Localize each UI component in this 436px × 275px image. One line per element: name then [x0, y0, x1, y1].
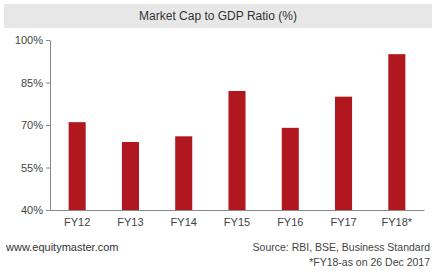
annotation: www.equitymaster.com: [5, 241, 118, 253]
tick-mark: [46, 210, 50, 211]
tick-mark: [46, 83, 50, 84]
tick-mark: [46, 168, 50, 169]
tick-label: 100%: [15, 34, 43, 46]
axis-line: [51, 210, 425, 211]
bar: [228, 91, 245, 210]
bar: [175, 136, 192, 210]
tick-label: FY12: [64, 216, 90, 228]
tick-label: FY18*: [382, 216, 413, 228]
y-axis: 40% 55% 70% 85% 100%: [15, 34, 51, 216]
tick: FY17: [330, 210, 356, 228]
tick-label: 40%: [21, 204, 43, 216]
title-box: [4, 4, 432, 28]
annotation: *FY18-as on 26 Dec 2017: [309, 256, 430, 268]
plot: 40% 55% 70% 85% 100% FY12 FY13 FY14 FY15 FY16 FY17…: [15, 34, 425, 228]
tick: FY18*: [382, 210, 413, 228]
tick: FY14: [171, 210, 197, 228]
tick-label: FY16: [277, 216, 303, 228]
tick-label: 70%: [21, 119, 43, 131]
x-axis: FY12 FY13 FY14 FY15 FY16 FY17 FY18*: [51, 210, 425, 228]
tick-mark: [46, 40, 50, 41]
tick-label: FY15: [224, 216, 250, 228]
tick-label: FY17: [330, 216, 356, 228]
title: Market Cap to GDP Ratio (%): [139, 9, 297, 23]
tick: FY12: [64, 210, 90, 228]
tick-label: 55%: [21, 162, 43, 174]
tick: 70%: [21, 119, 50, 131]
tick: 85%: [21, 77, 50, 89]
bar: [69, 122, 86, 210]
tick: 100%: [15, 34, 50, 46]
tick-label: FY13: [117, 216, 143, 228]
tick-label: FY14: [171, 216, 197, 228]
tick: FY13: [117, 210, 143, 228]
bar: [335, 97, 352, 210]
tick: FY15: [224, 210, 250, 228]
tick: 55%: [21, 162, 50, 174]
bars: [69, 54, 406, 210]
tick: FY16: [277, 210, 303, 228]
bar: [282, 128, 299, 210]
tick: 40%: [21, 204, 50, 216]
bar: [388, 54, 405, 210]
tick-mark: [46, 125, 50, 126]
axis-line: [50, 41, 51, 211]
tick-label: 85%: [21, 77, 43, 89]
bar: [122, 142, 139, 210]
annotation: Source: RBI, BSE, Business Standard: [253, 241, 431, 253]
chart: Market Cap to GDP Ratio (%) 40% 55% 70% 85% 1…: [0, 0, 436, 275]
